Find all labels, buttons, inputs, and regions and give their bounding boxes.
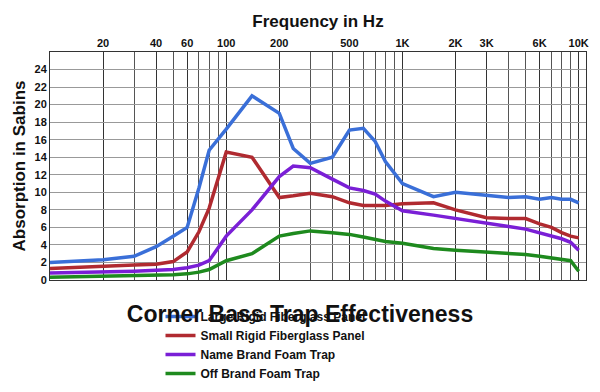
svg-text:3K: 3K — [480, 37, 494, 49]
svg-text:20: 20 — [97, 37, 109, 49]
svg-text:16: 16 — [35, 134, 47, 146]
svg-text:1K: 1K — [395, 37, 409, 49]
svg-text:6: 6 — [41, 221, 47, 233]
svg-text:24: 24 — [35, 63, 48, 75]
svg-text:500: 500 — [340, 37, 358, 49]
svg-text:Absorption in Sabins: Absorption in Sabins — [10, 81, 29, 252]
svg-text:14: 14 — [35, 151, 48, 163]
svg-text:22: 22 — [35, 81, 47, 93]
svg-text:18: 18 — [35, 116, 47, 128]
svg-text:Small Rigid Fiberglass Panel: Small Rigid Fiberglass Panel — [201, 329, 365, 343]
svg-text:Large Rigid Fiberglass Panel: Large Rigid Fiberglass Panel — [201, 310, 366, 324]
svg-text:20: 20 — [35, 98, 47, 110]
svg-text:200: 200 — [270, 37, 288, 49]
svg-text:Frequency in Hz: Frequency in Hz — [252, 12, 383, 31]
svg-text:0: 0 — [41, 274, 47, 286]
svg-text:Off Brand Foam Trap: Off Brand Foam Trap — [201, 367, 320, 381]
svg-text:10: 10 — [35, 186, 47, 198]
svg-text:100: 100 — [217, 37, 235, 49]
svg-text:6K: 6K — [533, 37, 547, 49]
svg-text:Corner Bass Trap Effectiveness: Corner Bass Trap Effectiveness — [127, 301, 473, 327]
svg-text:12: 12 — [35, 169, 47, 181]
svg-text:40: 40 — [150, 37, 162, 49]
svg-text:Name Brand Foam Trap: Name Brand Foam Trap — [201, 348, 336, 362]
svg-text:4: 4 — [41, 239, 48, 251]
svg-text:10K: 10K — [569, 37, 589, 49]
svg-text:2K: 2K — [448, 37, 462, 49]
svg-text:2: 2 — [41, 256, 47, 268]
svg-text:8: 8 — [41, 204, 47, 216]
svg-text:60: 60 — [181, 37, 193, 49]
